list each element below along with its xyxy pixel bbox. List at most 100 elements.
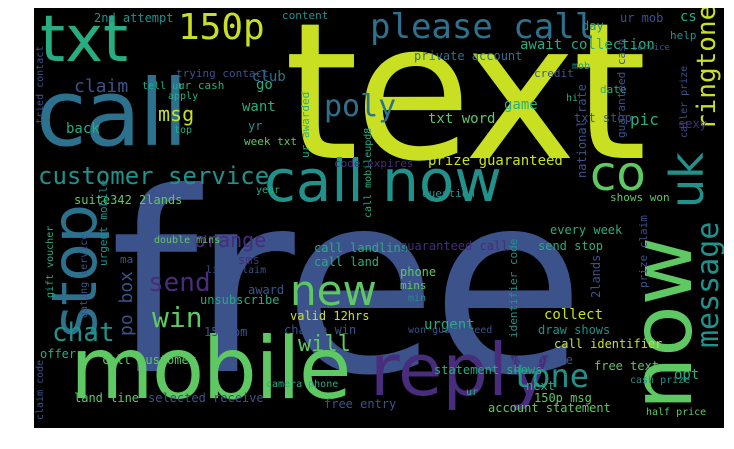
word-mob: mob bbox=[572, 61, 591, 72]
word-message: message bbox=[691, 221, 724, 348]
word-claim-code: claim code bbox=[35, 359, 46, 420]
word-camera-phone: camera phone bbox=[266, 379, 339, 390]
word-want: want bbox=[242, 99, 276, 115]
word-mobile: mobile bbox=[70, 319, 352, 419]
word-unsubscribe: unsubscribe bbox=[200, 293, 280, 307]
word-help: help bbox=[670, 29, 697, 42]
word-send: send bbox=[148, 268, 211, 298]
word-await-collection: await collection bbox=[520, 37, 655, 53]
word-call-now: call now bbox=[264, 147, 502, 215]
word-phone: phone bbox=[400, 265, 437, 279]
word-go: go bbox=[256, 77, 273, 93]
word-question: question bbox=[422, 187, 475, 200]
word-draw-shows: draw shows bbox=[538, 323, 611, 337]
word-valid-12hrs: valid 12hrs bbox=[290, 309, 370, 323]
word-won-guaranteed: won guaranteed bbox=[408, 325, 493, 336]
word-award: award bbox=[248, 283, 285, 297]
word-ringtone: ringtone bbox=[692, 8, 722, 130]
word-cs: cs bbox=[680, 9, 697, 25]
word-statement-shows: statement shows bbox=[434, 363, 543, 377]
word-date: date bbox=[600, 83, 627, 96]
word-gift-voucher: gift voucher bbox=[45, 225, 56, 298]
word-tried-contact: tried contact bbox=[35, 45, 46, 124]
word-po-box: po box bbox=[116, 270, 137, 336]
word-text: text bbox=[284, 8, 647, 203]
word-free: free bbox=[110, 139, 585, 428]
word-identifier-code: identifier code bbox=[507, 238, 520, 338]
word-day: day bbox=[582, 19, 604, 33]
word-customer-service: customer service bbox=[38, 162, 270, 190]
word-urgent: urgent bbox=[424, 317, 475, 333]
word-selected-receive: selected receive bbox=[148, 391, 264, 405]
word-back: back bbox=[66, 121, 100, 137]
word-guaranteed-cash: guaranteed cash bbox=[615, 38, 628, 138]
word-week-txt: week txt bbox=[244, 135, 297, 148]
word-every-week: every week bbox=[550, 223, 623, 237]
word-next: next bbox=[526, 379, 555, 393]
word-will: will bbox=[298, 332, 351, 357]
word-chance-win: chance win bbox=[284, 323, 357, 337]
word-ur-awarded: ur awarded bbox=[299, 91, 312, 158]
word-credit: credit bbox=[534, 67, 574, 80]
word-150p: 150p bbox=[178, 8, 265, 48]
word-ma: ma bbox=[120, 253, 134, 266]
word-txt-word: txt word bbox=[428, 111, 496, 127]
word-co: co bbox=[590, 146, 646, 202]
word-150p-msg: 150p msg bbox=[534, 391, 592, 405]
word-suite342-2lands: suite342 2lands bbox=[74, 193, 183, 207]
word-call-landline: call landline bbox=[314, 241, 408, 255]
word-game: game bbox=[504, 97, 538, 113]
word-please-call: please call bbox=[370, 8, 596, 47]
word-reply: reply bbox=[370, 328, 551, 412]
word-year: year bbox=[256, 185, 281, 196]
word-double-mins: double mins bbox=[154, 235, 221, 246]
word-tell-ur: tell ur bbox=[142, 81, 185, 92]
word-trying-contact: trying contact bbox=[176, 67, 269, 80]
word-shows-won: shows won bbox=[610, 191, 670, 204]
word-collect: collect bbox=[544, 307, 604, 323]
word-call-identifier: call identifier bbox=[554, 337, 663, 351]
word-apply: apply bbox=[168, 91, 199, 102]
word-land-line: land line bbox=[74, 391, 140, 405]
word-yr: yr bbox=[248, 119, 263, 133]
word-ur-cash: ur cash bbox=[178, 79, 225, 92]
word-call-mobileupd8: call mobileupd8 bbox=[363, 127, 374, 218]
word-new: new bbox=[290, 266, 377, 315]
word-club: club bbox=[252, 69, 286, 85]
word-offer: offer bbox=[40, 347, 77, 361]
word-caller-prize: caller prize bbox=[679, 65, 690, 138]
word-cloud: free text call now mobile reply call now… bbox=[34, 8, 724, 428]
word-claim: claim bbox=[74, 76, 129, 97]
word-line-claim: line claim bbox=[206, 265, 267, 276]
word-pic: pic bbox=[630, 110, 659, 129]
word-top: top bbox=[174, 125, 193, 136]
word-orange: orange bbox=[194, 228, 267, 252]
word-call-customer: call customer bbox=[102, 353, 196, 367]
word-guaranteed-call: guaranteed call bbox=[400, 239, 509, 253]
word-uk: uk bbox=[660, 152, 714, 208]
word-ur: ur bbox=[466, 387, 479, 398]
word-free-text: free text bbox=[594, 359, 660, 373]
word-hi: hi bbox=[566, 93, 579, 104]
word-content: content bbox=[282, 9, 329, 22]
word-free-entry: free entry bbox=[324, 397, 397, 411]
word-2lands: 2lands bbox=[589, 254, 603, 298]
word-service: service bbox=[632, 43, 670, 53]
word-poly: poly bbox=[324, 89, 397, 124]
word-min: min bbox=[408, 293, 427, 304]
word-call: call bbox=[36, 60, 188, 167]
word-account-statement: account statement bbox=[488, 401, 611, 415]
word-txt: txt bbox=[40, 8, 129, 77]
word-cash-prize: cash prize bbox=[630, 375, 691, 386]
word-sexy: sexy bbox=[678, 117, 707, 131]
word-urgent-mobile: urgent mobile bbox=[97, 179, 110, 266]
word-half-price: half price bbox=[646, 407, 707, 418]
word-opt: opt bbox=[674, 367, 700, 383]
word-won-prize: won prize bbox=[508, 353, 574, 367]
word-txt-stop: txt stop bbox=[574, 111, 632, 125]
word-2nd-attempt: 2nd attempt bbox=[94, 11, 174, 25]
word-chat: chat bbox=[52, 318, 115, 348]
word-mins: mins bbox=[400, 279, 427, 292]
word-prize-guaranteed: prize guaranteed bbox=[428, 153, 563, 169]
word-150ppm: 150ppm bbox=[204, 325, 248, 339]
